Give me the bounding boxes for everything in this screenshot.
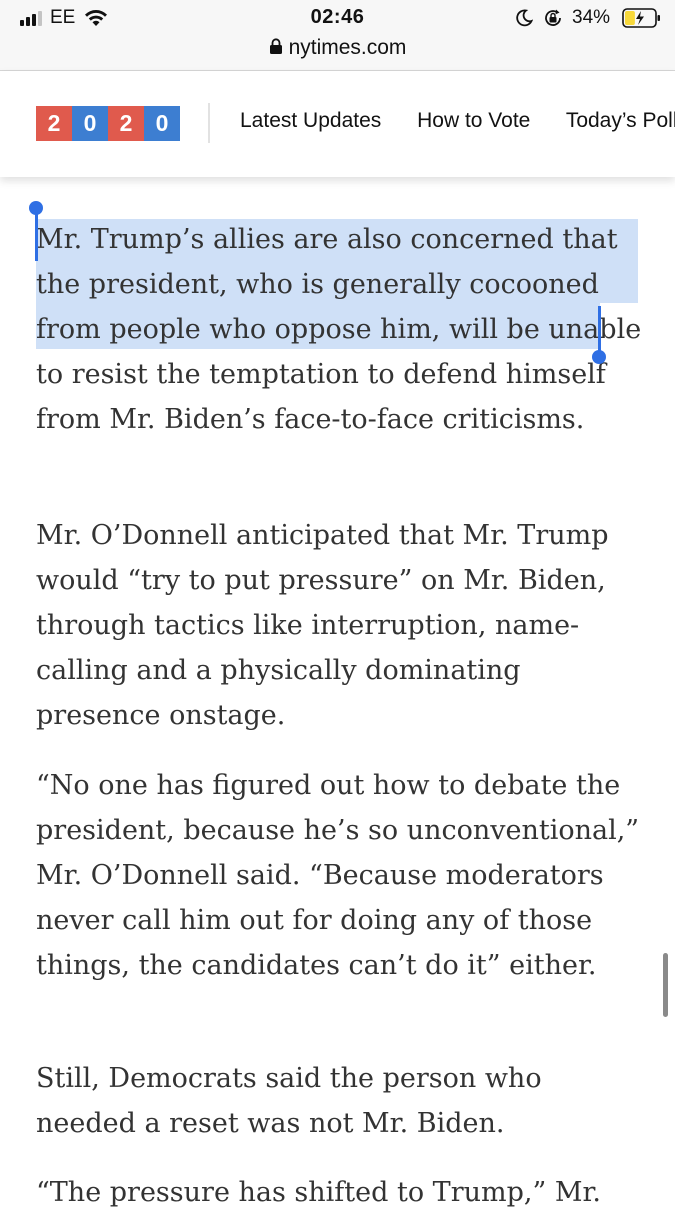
article-paragraph[interactable]: Still, Democrats said the person who nee… bbox=[36, 1063, 542, 1139]
scroll-indicator[interactable] bbox=[663, 953, 668, 1017]
nav-link-latest-updates[interactable]: Latest Updates bbox=[240, 109, 382, 132]
rotation-lock-icon bbox=[545, 9, 561, 26]
nav-divider bbox=[208, 103, 210, 143]
logo-digit: 0 bbox=[72, 106, 108, 141]
article-paragraph[interactable]: Mr. Trump’s allies are also concerned th… bbox=[36, 224, 642, 435]
carrier-name: EE bbox=[50, 7, 76, 28]
selection-end-handle[interactable] bbox=[592, 306, 606, 366]
text-selection-highlight bbox=[36, 219, 638, 303]
nav-link-todays-polls[interactable]: Today’s Polls bbox=[565, 109, 675, 132]
status-time: 02:46 bbox=[310, 6, 365, 28]
browser-address-bar[interactable]: nytimes.com bbox=[0, 36, 675, 71]
election-2020-logo[interactable]: 2 0 2 0 bbox=[36, 106, 180, 141]
text-selection-highlight bbox=[36, 303, 600, 349]
wifi-icon bbox=[85, 10, 107, 26]
selection-start-handle[interactable] bbox=[29, 201, 43, 261]
padlock-icon bbox=[269, 38, 282, 54]
nav-link-how-to-vote[interactable]: How to Vote bbox=[417, 109, 531, 132]
nav-links: Latest Updates How to Vote Today’s Polls bbox=[240, 107, 675, 135]
cellular-signal-icon bbox=[20, 10, 44, 26]
article-paragraph[interactable]: “The pressure has shifted to Trump,” Mr. bbox=[36, 1177, 602, 1208]
article-paragraph[interactable]: “No one has figured out how to debate th… bbox=[36, 770, 640, 981]
do-not-disturb-moon-icon bbox=[516, 9, 533, 27]
logo-digit: 0 bbox=[144, 106, 180, 141]
logo-digit: 2 bbox=[36, 106, 72, 141]
battery-percentage: 34% bbox=[572, 7, 611, 28]
article-paragraph[interactable]: Mr. O’Donnell anticipated that Mr. Trump… bbox=[36, 520, 609, 731]
battery-charging-icon bbox=[622, 8, 660, 28]
status-bar: EE 02:46 34% bbox=[0, 0, 675, 36]
url-text: nytimes.com bbox=[288, 36, 407, 59]
logo-digit: 2 bbox=[108, 106, 144, 141]
election-nav-bar: 2 0 2 0 Latest Updates How to Vote Today… bbox=[0, 71, 675, 177]
